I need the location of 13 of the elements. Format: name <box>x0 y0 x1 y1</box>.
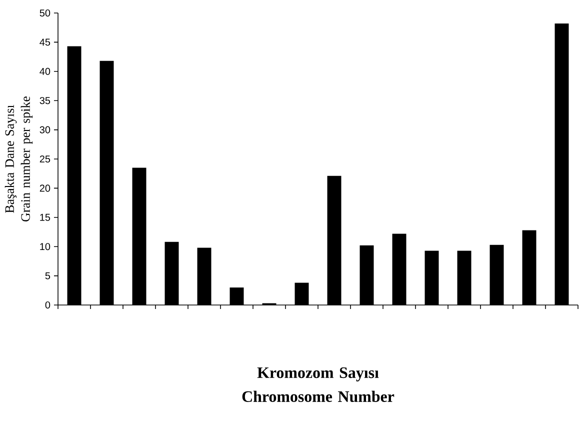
y-tick-label: 10 <box>40 243 50 250</box>
y-tick-label: 35 <box>40 97 50 104</box>
y-tick-label: 15 <box>40 214 50 221</box>
x-axis-title: Kromozom Sayısı Chromosome Number <box>242 367 394 402</box>
y-tick-label: 25 <box>40 155 50 163</box>
y-tick-label: 20 <box>40 184 50 192</box>
y-tick-label: 0 <box>45 301 50 309</box>
y-tick-label: 40 <box>40 68 50 75</box>
y-tick-label: 5 <box>45 272 50 280</box>
y-tick-label: 45 <box>40 38 50 46</box>
y-tick-label: 50 <box>40 9 50 17</box>
y-tick-label: 30 <box>40 126 50 134</box>
y-axis-title: Başakta Dane Sayısı Grain number per spike <box>4 96 33 222</box>
